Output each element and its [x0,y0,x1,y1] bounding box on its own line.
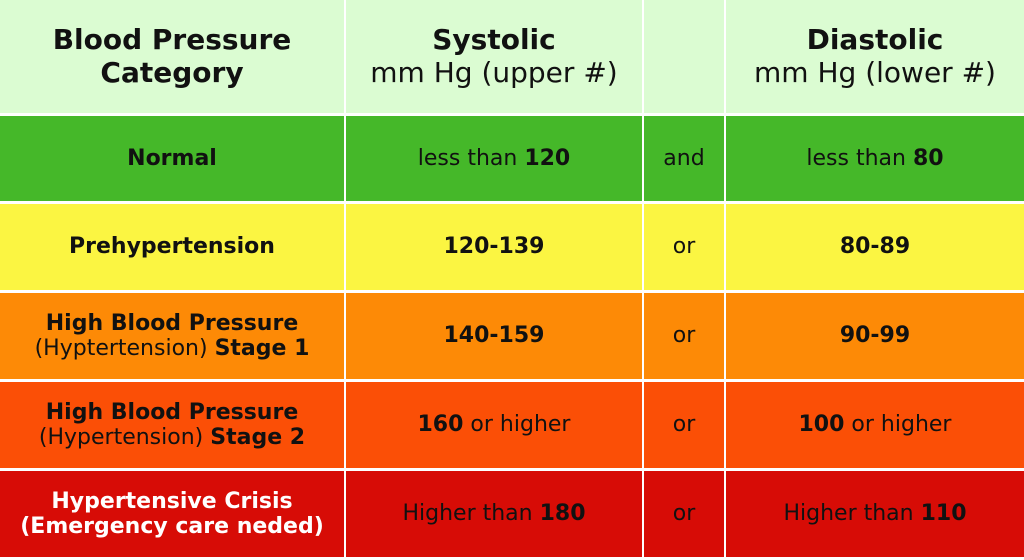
category-cell: Normal [0,116,346,204]
joiner-text: or [672,323,696,349]
joiner-cell: and [644,116,726,204]
category-line2-bold: Stage 2 [210,425,306,450]
category-line2-thin: (Hyptertension) [34,336,215,361]
diastolic-value: 80 [912,145,944,171]
systolic-value: 140-159 [443,323,545,349]
joiner-text: or [672,501,696,527]
category-cell: Hypertensive Crisis (Emergency care nede… [0,471,346,560]
category-cell: High Blood Pressure (Hypertension) Stage… [0,382,346,471]
systolic-value: 180 [539,501,586,527]
header-category-line2: Category [100,55,244,89]
diastolic-cell: 90-99 [726,293,1024,382]
diastolic-cell: Higher than 110 [726,471,1024,560]
systolic-suffix: or higher [463,412,571,438]
joiner-text: or [672,234,696,260]
header-category-line1: Blood Pressure [52,23,292,57]
category-cell: Prehypertension [0,204,346,293]
systolic-cell: less than 120 [346,116,644,204]
category-line2-bold: Stage 1 [214,336,310,361]
systolic-prefix: less than [417,145,525,171]
diastolic-prefix: Higher than [783,501,921,527]
diastolic-cell: 100 or higher [726,382,1024,471]
category-line1: Normal [127,145,217,171]
systolic-cell: 140-159 [346,293,644,382]
systolic-cell: 120-139 [346,204,644,293]
header-diastolic-sub: mm Hg (lower #) [754,55,996,89]
joiner-cell: or [644,293,726,382]
category-line2-thin: (Hypertension) [38,425,211,450]
systolic-value: 120-139 [443,234,545,260]
diastolic-cell: less than 80 [726,116,1024,204]
diastolic-prefix: less than [806,145,913,171]
systolic-value: 120 [524,145,571,171]
diastolic-suffix: or higher [844,412,952,438]
category-line1: High Blood Pressure [45,310,299,336]
header-systolic-title: Systolic [432,23,556,57]
diastolic-value: 90-99 [839,323,911,349]
header-systolic-sub: mm Hg (upper #) [370,55,618,89]
category-line1: High Blood Pressure [45,399,299,425]
joiner-cell: or [644,204,726,293]
diastolic-value: 80-89 [839,234,911,260]
category-line2-bold: (Emergency care neded) [20,514,324,539]
diastolic-cell: 80-89 [726,204,1024,293]
diastolic-value: 110 [920,501,967,527]
header-category: Blood Pressure Category [0,0,346,116]
diastolic-value: 100 [798,412,845,438]
header-diastolic: Diastolic mm Hg (lower #) [726,0,1024,116]
joiner-text: or [672,412,696,438]
systolic-cell: Higher than 180 [346,471,644,560]
category-cell: High Blood Pressure (Hyptertension) Stag… [0,293,346,382]
header-systolic: Systolic mm Hg (upper #) [346,0,644,116]
joiner-text: and [663,145,705,171]
systolic-value: 160 [417,412,464,438]
category-line1: Hypertensive Crisis [51,488,293,514]
systolic-cell: 160 or higher [346,382,644,471]
header-joiner [644,0,726,116]
systolic-prefix: Higher than [402,501,540,527]
header-diastolic-title: Diastolic [806,23,944,57]
joiner-cell: or [644,382,726,471]
joiner-cell: or [644,471,726,560]
category-line1: Prehypertension [69,234,275,260]
